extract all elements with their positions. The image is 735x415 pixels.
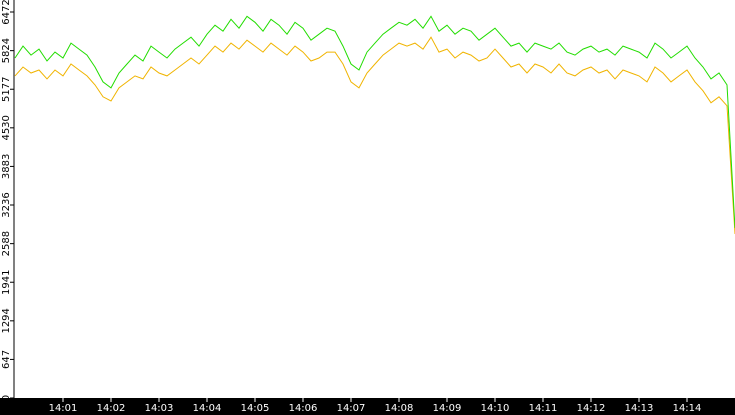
y-tick-label: 1294 (1, 308, 12, 333)
x-tick-label: 14:07 (337, 403, 366, 414)
x-tick-label: 14:13 (625, 403, 654, 414)
x-tick-label: 14:03 (145, 403, 174, 414)
y-tick-label: 6472 (1, 0, 12, 25)
x-tick-label: 14:02 (97, 403, 126, 414)
x-tick-label: 14:10 (481, 403, 510, 414)
x-tick-label: 14:04 (193, 403, 222, 414)
x-tick-label: 14:01 (49, 403, 78, 414)
series-line (14, 15, 735, 229)
y-tick-label: 5177 (1, 77, 12, 102)
x-tick-label: 14:12 (577, 403, 606, 414)
x-axis-band (0, 398, 735, 415)
x-tick-label: 14:05 (241, 403, 270, 414)
y-tick-label: 4530 (1, 115, 12, 140)
y-tick-label: 0 (1, 395, 12, 401)
x-tick-label: 14:06 (289, 403, 318, 414)
y-tick-label: 2588 (1, 231, 12, 256)
y-tick-label: 647 (1, 350, 12, 369)
x-tick-label: 14:08 (385, 403, 414, 414)
series-line (14, 36, 735, 235)
y-tick-label: 3883 (1, 154, 12, 179)
y-tick-label: 5824 (1, 38, 12, 63)
x-tick-label: 14:14 (673, 403, 702, 414)
y-tick-label: 1941 (1, 270, 12, 295)
x-tick-label: 14:09 (433, 403, 462, 414)
x-tick-label: 14:11 (529, 403, 558, 414)
y-tick-label: 3236 (1, 192, 12, 217)
